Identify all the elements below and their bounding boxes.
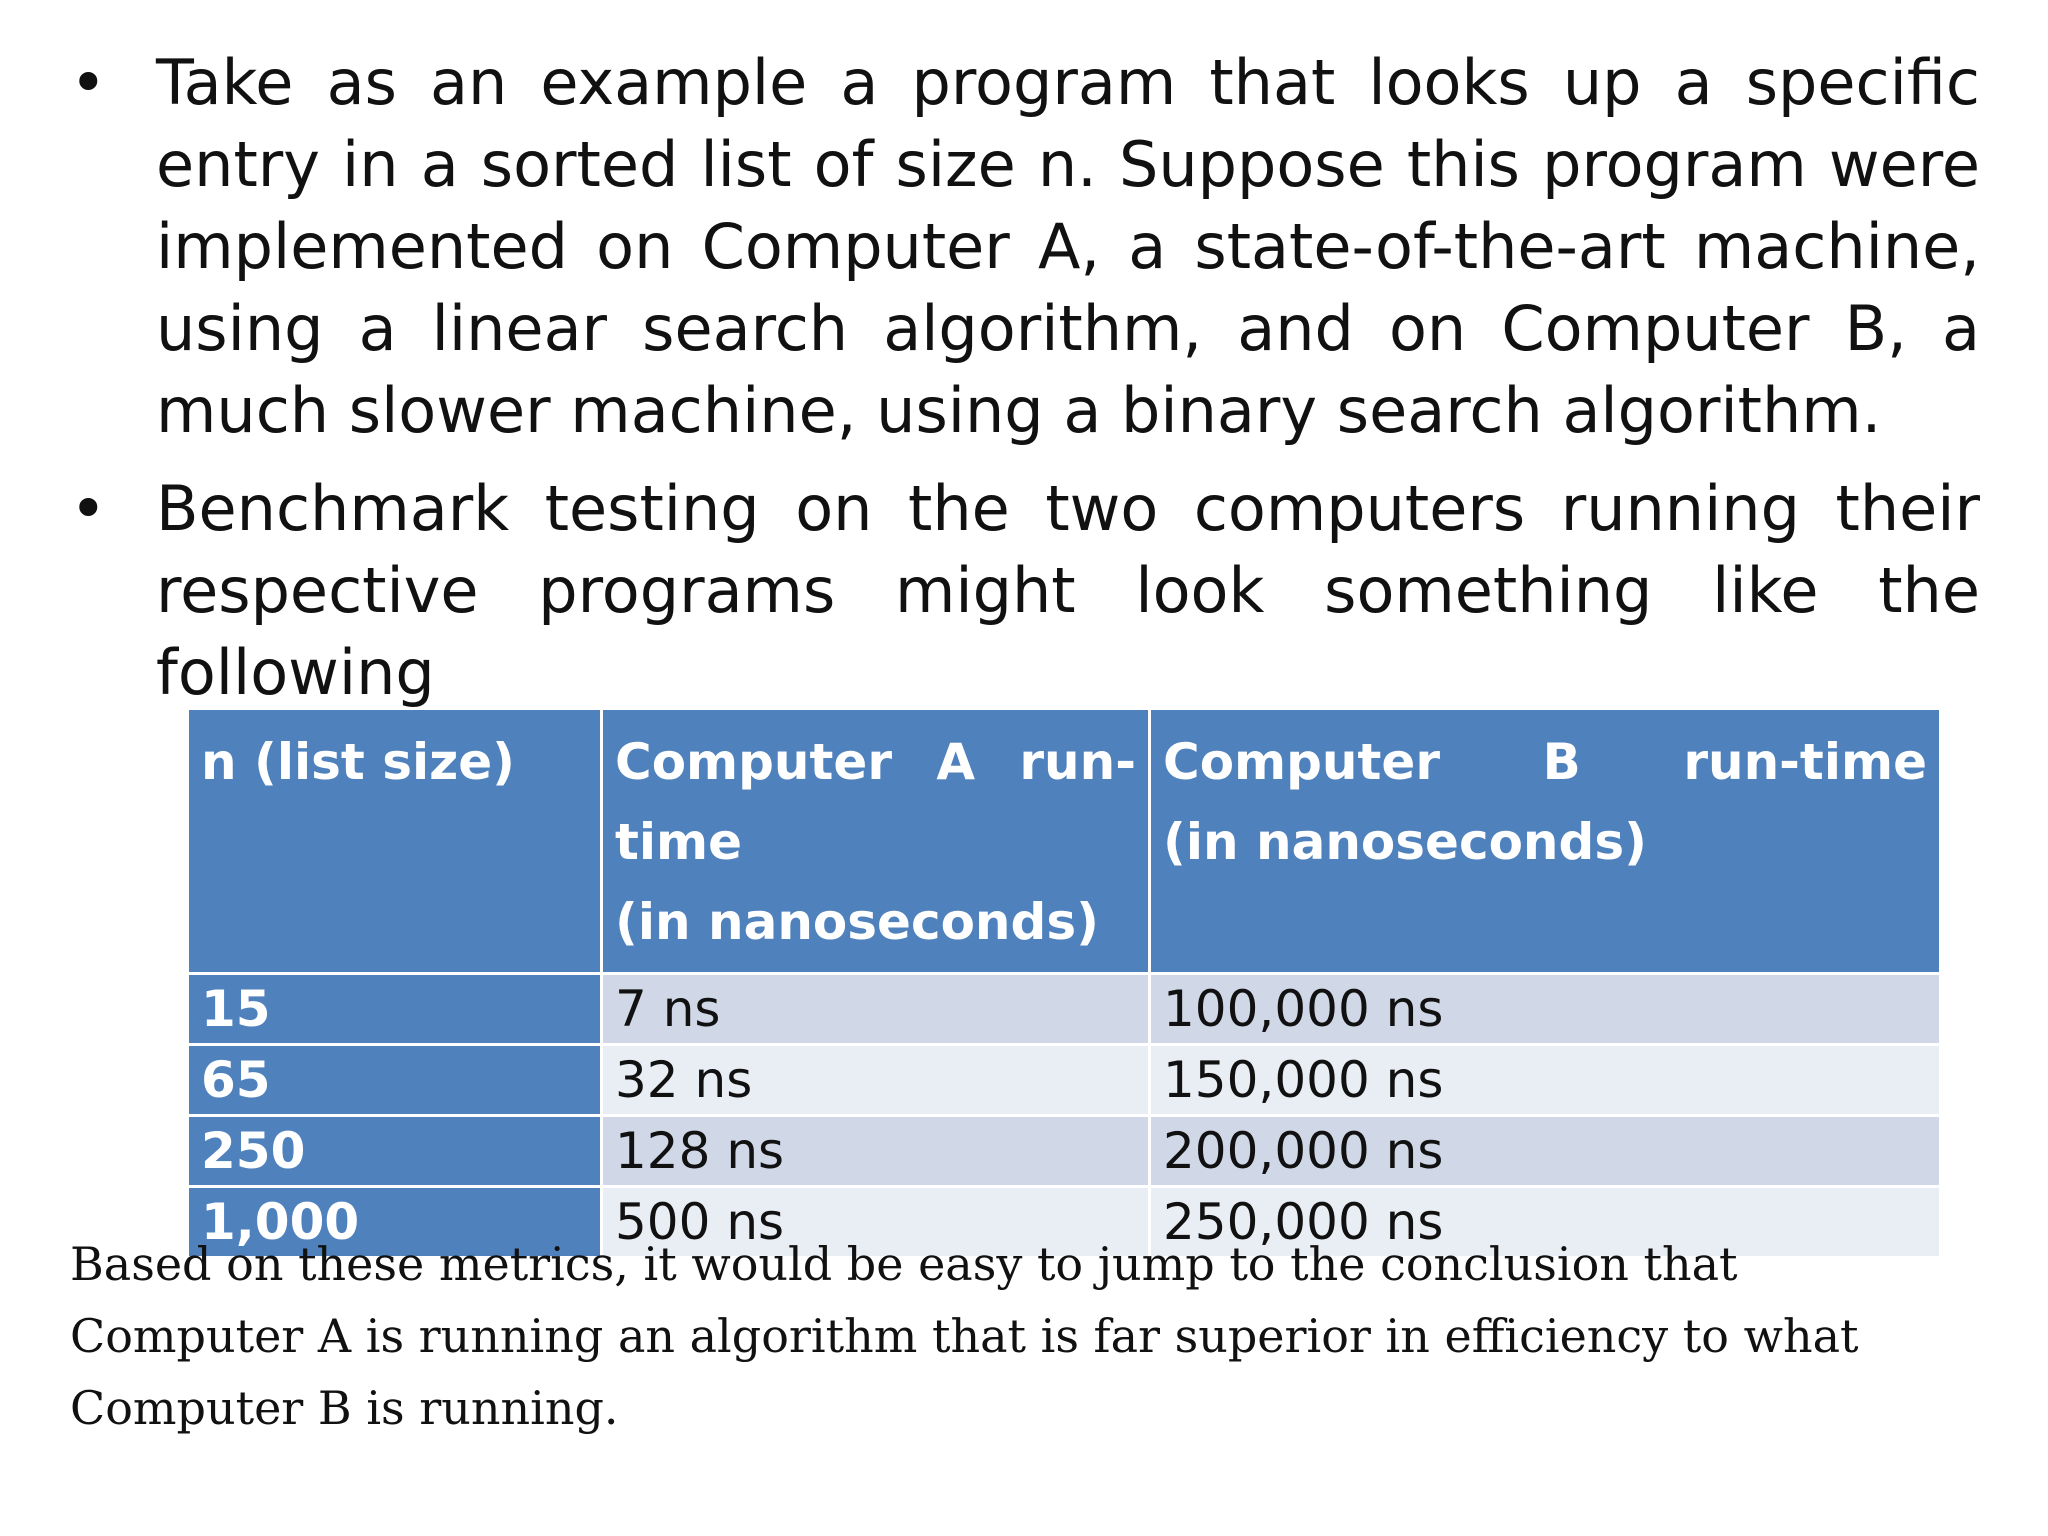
cell-computer-b: 250,000 ns [1151,1188,1939,1256]
cell-computer-a: 500 ns [603,1188,1148,1256]
cell-computer-b: 100,000 ns [1151,975,1939,1043]
header-computer-b: Computer B run-time (in nanoseconds) [1151,710,1939,972]
cell-list-size: 15 [189,975,600,1043]
header-computer-a: Computer A run-time (in nanoseconds) [603,710,1148,972]
benchmark-table: n (list size) Computer A run-time (in na… [186,707,1942,1259]
bullet-list: • Take as an example a program that look… [70,42,1980,730]
header-computer-b-line1: Computer B run-time [1163,722,1927,802]
table-row: 1,000 500 ns 250,000 ns [189,1188,1939,1256]
cell-computer-a: 7 ns [603,975,1148,1043]
table-row: 15 7 ns 100,000 ns [189,975,1939,1043]
bullet-text: Take as an example a program that looks … [156,46,1980,447]
cell-computer-a: 128 ns [603,1117,1148,1185]
header-computer-a-line2: (in nanoseconds) [615,893,1099,951]
header-computer-b-line2: (in nanoseconds) [1163,813,1647,871]
table-body: 15 7 ns 100,000 ns 65 32 ns 150,000 ns 2… [189,975,1939,1256]
bullet-text: Benchmark testing on the two computers r… [156,472,1980,709]
benchmark-table-wrapper: n (list size) Computer A run-time (in na… [186,707,1942,1259]
header-list-size: n (list size) [189,710,600,972]
cell-list-size: 1,000 [189,1188,600,1256]
table-row: 250 128 ns 200,000 ns [189,1117,1939,1185]
bullet-item: • Benchmark testing on the two computers… [70,468,1980,714]
cell-list-size: 250 [189,1117,600,1185]
bullet-icon: • [70,46,107,119]
cell-computer-b: 150,000 ns [1151,1046,1939,1114]
conclusion-text: Based on these metrics, it would be easy… [70,1237,1859,1435]
bullet-icon: • [70,472,107,545]
bullet-item: • Take as an example a program that look… [70,42,1980,452]
header-computer-b-word1: Computer [1163,733,1441,791]
cell-computer-b: 200,000 ns [1151,1117,1939,1185]
cell-list-size: 65 [189,1046,600,1114]
header-computer-b-word2: B [1542,733,1581,791]
header-computer-b-word3: run-time [1683,733,1927,791]
header-computer-a-line1: Computer A run-time [615,733,1136,871]
table-row: 65 32 ns 150,000 ns [189,1046,1939,1114]
header-row: n (list size) Computer A run-time (in na… [189,710,1939,972]
table-header: n (list size) Computer A run-time (in na… [189,710,1939,972]
cell-computer-a: 32 ns [603,1046,1148,1114]
header-list-size-label: n (list size) [201,733,515,791]
